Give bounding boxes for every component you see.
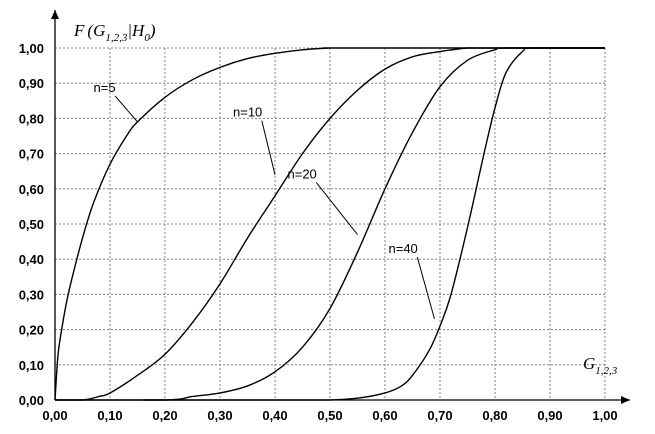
tick-labels: 0,00 0,10 0,20 0,30 0,40 0,50 0,60 0,70 0,80 0,90… xyxy=(19,41,618,423)
y-tick-label: 0,60 xyxy=(19,182,44,197)
curve-label-n-40: n=40 xyxy=(389,241,418,256)
label-leader-n-5 xyxy=(114,95,138,123)
label-leader-n-20 xyxy=(315,182,358,235)
curve-label-n-5: n=5 xyxy=(94,80,116,95)
y-tick-label: 1,00 xyxy=(19,41,44,56)
y-tick-label: 0,30 xyxy=(19,287,44,302)
y-axis-arrow xyxy=(51,10,59,19)
series-curves xyxy=(54,47,605,401)
y-tick-label: 0,90 xyxy=(19,76,44,91)
x-tick-label: 0,80 xyxy=(482,408,507,423)
curve-label-n-10: n=10 xyxy=(233,105,262,120)
y-tick-label: 0,70 xyxy=(19,147,44,162)
axes xyxy=(51,10,630,404)
x-tick-label: 1,00 xyxy=(592,408,617,423)
x-tick-label: 0,70 xyxy=(427,408,452,423)
x-tick-label: 0,10 xyxy=(97,408,122,423)
x-tick-label: 0,90 xyxy=(537,408,562,423)
x-tick-label: 0,50 xyxy=(317,408,342,423)
label-leader-n-10 xyxy=(261,120,276,175)
y-tick-label: 0,40 xyxy=(19,252,44,267)
curve-labels: n=5 n=10 n=20 n=40 xyxy=(94,80,435,320)
y-tick-label: 0,20 xyxy=(19,323,44,338)
curve-n-20 xyxy=(55,47,605,401)
y-tick-label: 0,10 xyxy=(19,358,44,373)
y-tick-label: 0,00 xyxy=(19,393,44,408)
y-tick-label: 0,50 xyxy=(19,217,44,232)
x-tick-label: 0,00 xyxy=(42,408,67,423)
curve-n-10 xyxy=(55,47,605,401)
curve-label-n-20: n=20 xyxy=(288,167,317,182)
y-tick-label: 0,80 xyxy=(19,111,44,126)
curve-n-40 xyxy=(143,47,605,401)
label-leader-n-40 xyxy=(416,256,435,320)
grid xyxy=(55,47,606,400)
curve-n-5 xyxy=(54,47,605,401)
x-tick-label: 0,60 xyxy=(372,408,397,423)
x-axis-title: G1,2,3 xyxy=(583,354,618,377)
x-axis-arrow xyxy=(621,396,630,404)
x-tick-label: 0,20 xyxy=(152,408,177,423)
x-tick-label: 0,30 xyxy=(207,408,232,423)
y-axis-title: F (G1,2,3|H0) xyxy=(73,21,156,44)
x-tick-label: 0,40 xyxy=(262,408,287,423)
